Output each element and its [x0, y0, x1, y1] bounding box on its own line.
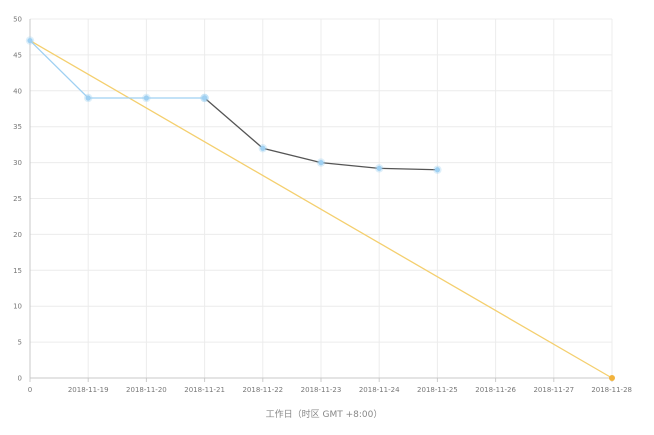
grid: [29, 18, 613, 378]
data-point: [143, 95, 149, 101]
y-tick-labels: 0 5 10 15 20 25 30 35 40 45 50: [13, 16, 22, 383]
y-tick-label: 45: [13, 51, 22, 59]
x-tick-label: 2018-11-19: [68, 386, 109, 394]
data-point: [260, 145, 266, 151]
y-tick-label: 5: [18, 339, 22, 347]
data-point: [318, 160, 324, 166]
data-point: [376, 165, 382, 171]
x-tick-label: 2018-11-22: [242, 386, 283, 394]
data-point: [85, 95, 91, 101]
x-tick-label: 2018-11-25: [417, 386, 458, 394]
series: [25, 36, 615, 381]
data-point: [609, 375, 615, 381]
axes: [29, 19, 613, 382]
series-line: [29, 40, 205, 99]
y-tick-label: 25: [13, 195, 22, 203]
x-tick-label: 2018-11-21: [184, 386, 225, 394]
y-tick-label: 0: [18, 375, 22, 383]
series-line: [29, 39, 613, 379]
x-tick-label: 2018-11-26: [475, 386, 516, 394]
x-tick-label: 2018-11-27: [533, 386, 574, 394]
y-tick-label: 10: [13, 303, 22, 311]
y-tick-label: 50: [13, 16, 22, 24]
data-point: [434, 167, 440, 173]
x-tick-label: 2018-11-23: [301, 386, 342, 394]
x-tick-label: 2018-11-20: [126, 386, 167, 394]
y-tick-label: 15: [13, 267, 22, 275]
y-tick-label: 20: [13, 231, 22, 239]
x-tick-label: 0: [28, 386, 32, 394]
y-tick-label: 40: [13, 87, 22, 95]
x-tick-label: 2018-11-24: [359, 386, 400, 394]
x-tick-label: 2018-11-28: [591, 386, 632, 394]
y-tick-label: 30: [13, 159, 22, 167]
x-axis-title: 工作日（时区 GMT +8:00）: [266, 408, 383, 420]
data-point: [27, 37, 33, 44]
data-point: [202, 95, 208, 101]
y-tick-label: 35: [13, 123, 22, 131]
x-tick-labels: 0 2018-11-19 2018-11-20 2018-11-21 2018-11-2…: [28, 386, 632, 394]
